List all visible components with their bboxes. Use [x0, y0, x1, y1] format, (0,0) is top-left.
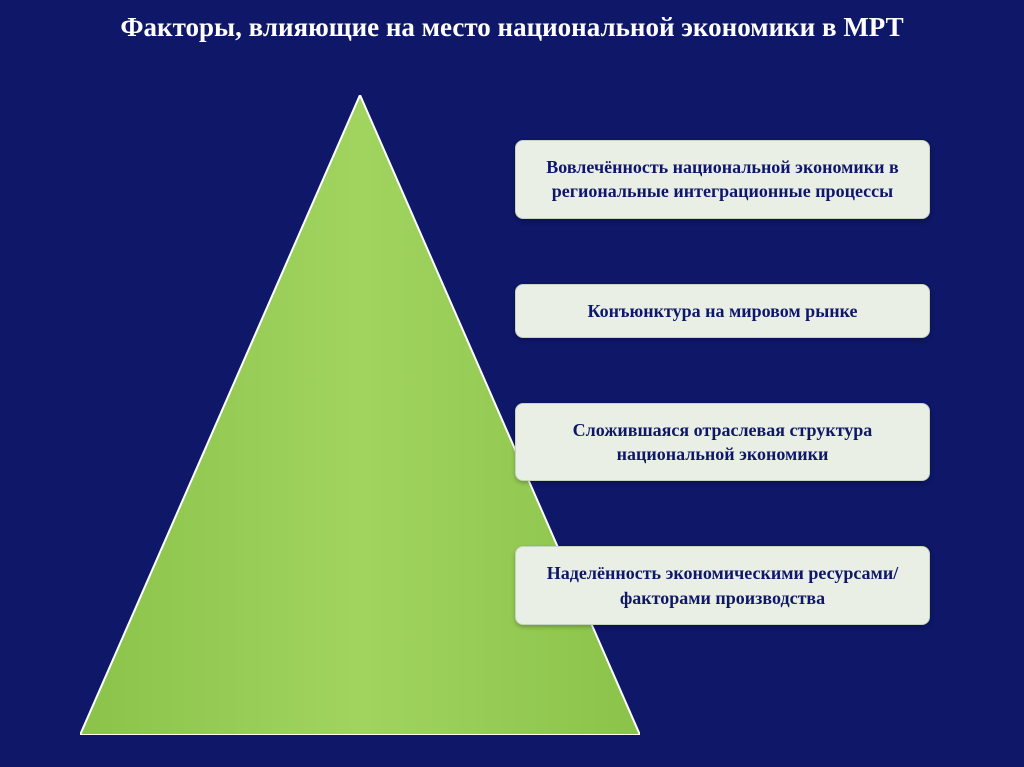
factor-boxes-container: Вовлечённость национальной экономики в р…	[515, 140, 930, 625]
factor-box: Наделённость экономическими ресурсами/фа…	[515, 546, 930, 625]
page-title: Факторы, влияющие на место национальной …	[0, 10, 1024, 45]
factor-box: Сложившаяся отраслевая структура национа…	[515, 403, 930, 482]
factor-box: Конъюнктура на мировом рынке	[515, 284, 930, 338]
factor-box: Вовлечённость национальной экономики в р…	[515, 140, 930, 219]
